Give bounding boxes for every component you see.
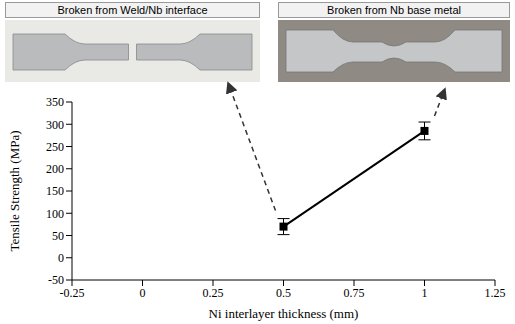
svg-text:250: 250 bbox=[46, 140, 64, 154]
svg-text:1: 1 bbox=[422, 286, 428, 300]
html-text:Broken from Weld/Nb interface: Broken from Weld/Nb interface bbox=[57, 4, 208, 16]
svg-text:-0.25: -0.25 bbox=[60, 286, 85, 300]
svg-text:0.5: 0.5 bbox=[276, 286, 291, 300]
svg-text:0.75: 0.75 bbox=[344, 286, 365, 300]
svg-text:0.25: 0.25 bbox=[203, 286, 224, 300]
svg-text:350: 350 bbox=[46, 95, 64, 109]
svg-text:300: 300 bbox=[46, 118, 64, 132]
svg-text:-50: -50 bbox=[48, 273, 64, 287]
svg-text:150: 150 bbox=[46, 184, 64, 198]
svg-text:1.25: 1.25 bbox=[485, 286, 506, 300]
svg-text:Tensile Strength (MPa): Tensile Strength (MPa) bbox=[7, 130, 22, 251]
svg-text:Ni interlayer thickness (mm): Ni interlayer thickness (mm) bbox=[209, 306, 359, 321]
svg-text:100: 100 bbox=[46, 207, 64, 221]
svg-text:0: 0 bbox=[58, 251, 64, 265]
svg-text:200: 200 bbox=[46, 162, 64, 176]
html-text:Broken from Nb base metal: Broken from Nb base metal bbox=[327, 4, 461, 16]
svg-text:50: 50 bbox=[52, 229, 64, 243]
svg-text:0: 0 bbox=[140, 286, 146, 300]
